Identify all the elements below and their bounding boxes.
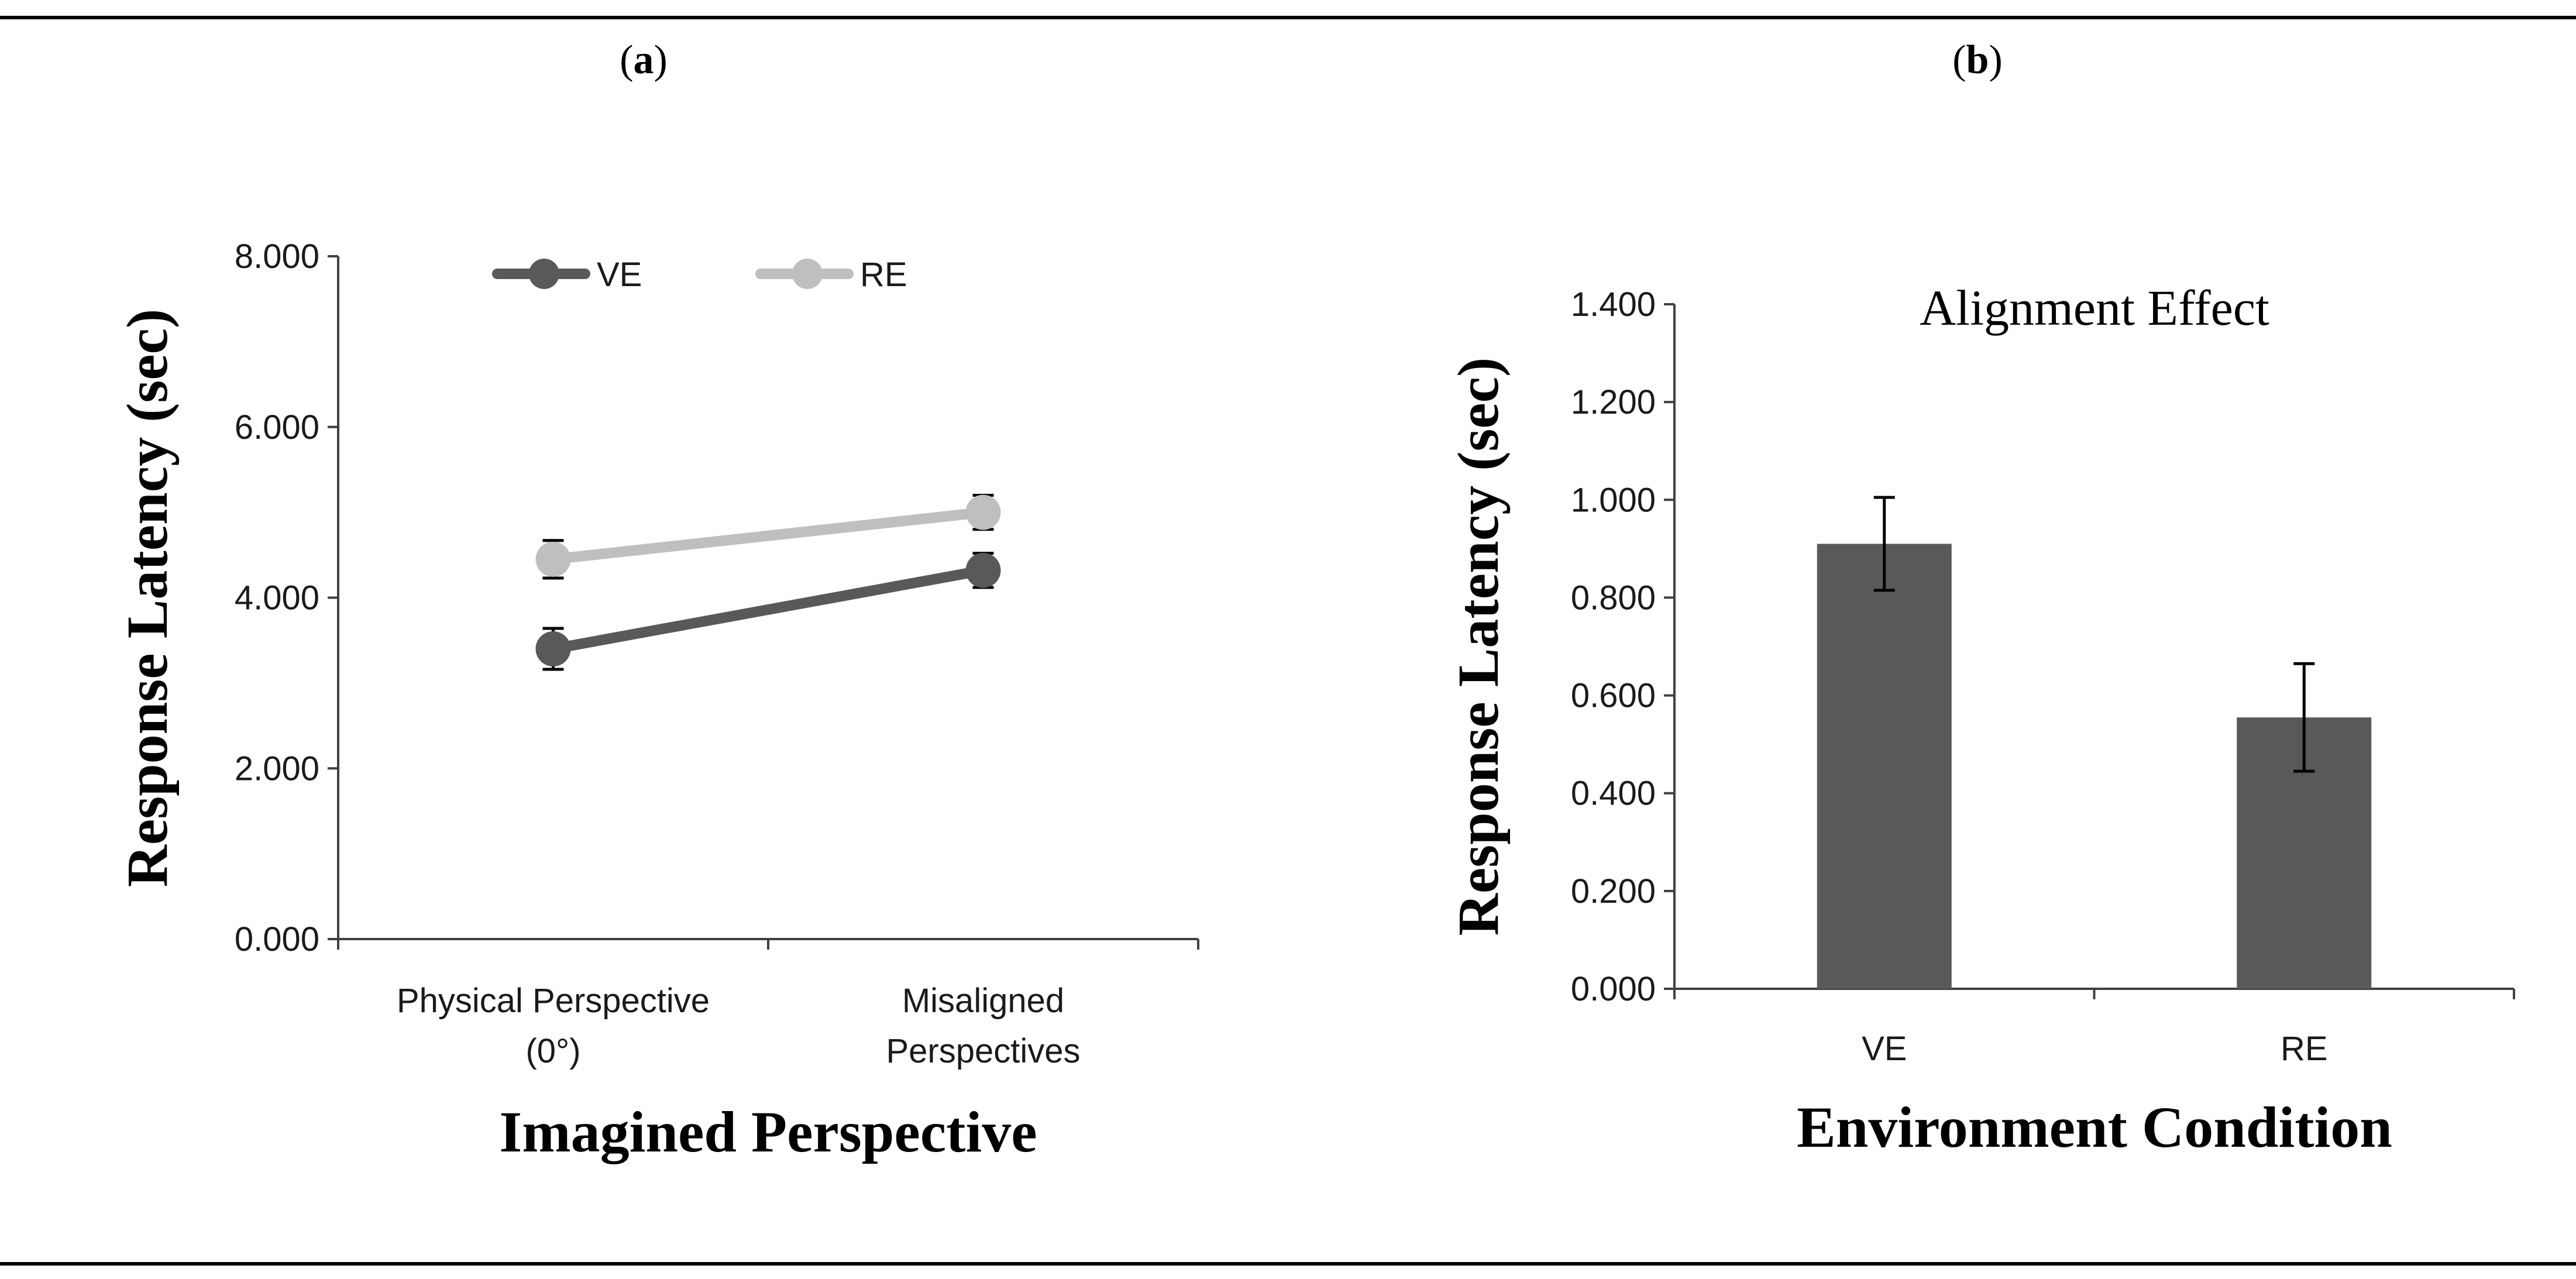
y-tick-label: 0.400 (1571, 775, 1656, 813)
data-point-ve (535, 631, 571, 667)
y-tick-label: 4.000 (235, 579, 319, 617)
legend-marker-ve (529, 259, 559, 289)
series-line-ve (548, 565, 989, 655)
x-tick-label: VE (1862, 1030, 1907, 1068)
y-tick-label: 1.400 (1571, 286, 1656, 324)
y-tick-label: 2.000 (235, 749, 319, 788)
y-axis-title-b: Response Latency (sec) (1446, 357, 1511, 936)
panel-letter-a: a (634, 37, 654, 82)
bar-ve (1817, 544, 1952, 989)
x-axis-title-a: Imagined Perspective (499, 1099, 1037, 1164)
series-line-re (548, 507, 989, 565)
y-axis-title-a: Response Latency (sec) (115, 309, 180, 888)
panel-letter-b: b (1966, 37, 1989, 82)
x-tick-label-line: Misaligned (902, 982, 1064, 1020)
x-tick-label: Misaligned Perspectives (886, 982, 1080, 1070)
bar-chart: Alignment Effect 0.000 0.200 0.400 0.600 0.8… (1446, 280, 2515, 1160)
chart-title-b: Alignment Effect (1920, 280, 2269, 336)
x-axis-title-b: Environment Condition (1797, 1095, 2392, 1160)
x-tick-label-line: (0°) (525, 1032, 580, 1070)
data-point-ve (965, 552, 1001, 588)
y-tick-label: 0.800 (1571, 579, 1656, 617)
y-tick-label: 6.000 (235, 408, 319, 446)
data-point-re (535, 541, 571, 577)
x-tick-label-line: Physical Perspective (397, 982, 710, 1020)
y-tick-label: 1.200 (1571, 383, 1656, 421)
panel-label-b: (b) (1952, 37, 2003, 82)
y-tick-label: 8.000 (235, 238, 319, 276)
line-chart: 0.000 2.000 4.000 6.000 8.000 Physical Persp… (115, 238, 1199, 1164)
data-point-re (965, 494, 1001, 530)
y-tick-label: 0.200 (1571, 872, 1656, 910)
legend-label-re: RE (860, 256, 907, 294)
y-tick-label: 0.600 (1571, 677, 1656, 715)
x-tick-label: RE (2281, 1030, 2328, 1068)
y-tick-label: 0.000 (235, 920, 319, 958)
x-tick-label-line: Perspectives (886, 1032, 1080, 1070)
y-tick-label: 1.000 (1571, 481, 1656, 519)
x-tick-label: Physical Perspective (0°) (397, 982, 710, 1070)
legend-marker-re (792, 259, 823, 289)
panel-label-a: (a) (620, 37, 668, 82)
y-tick-label: 0.000 (1571, 970, 1656, 1008)
legend-label-ve: VE (597, 256, 642, 294)
